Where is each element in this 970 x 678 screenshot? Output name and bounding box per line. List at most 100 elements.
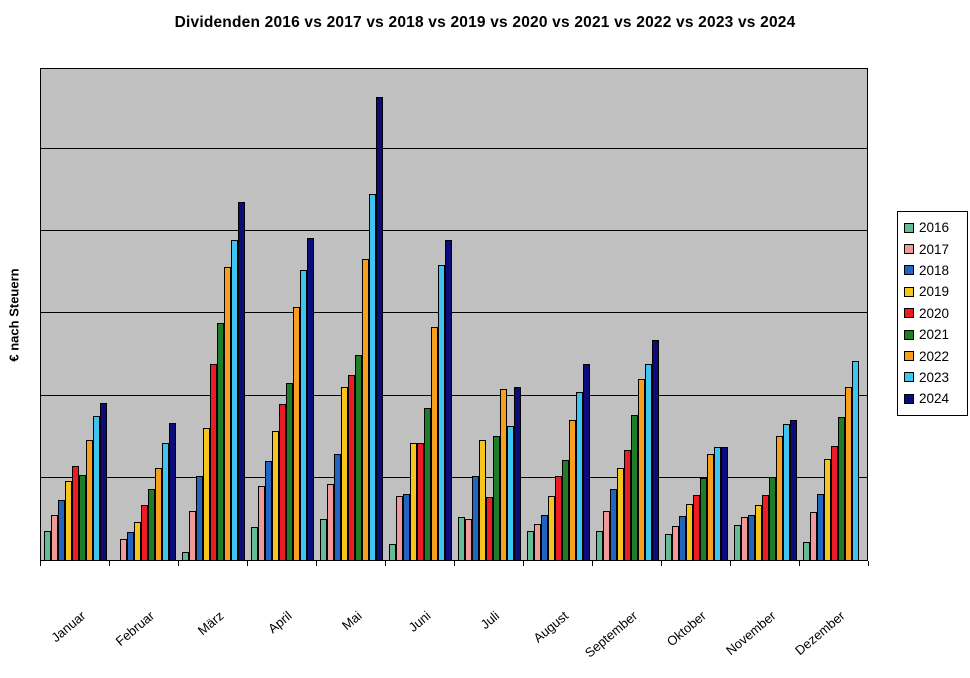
bar-2019-oktober <box>686 504 693 560</box>
bar-2019-januar <box>65 481 72 560</box>
bar-2021-märz <box>217 323 224 560</box>
bar-2024-januar <box>100 403 107 560</box>
bar-2017-september <box>603 511 610 560</box>
legend-label-2019: 2019 <box>919 284 950 300</box>
bar-2019-august <box>548 496 555 560</box>
bar-2022-märz <box>224 267 231 560</box>
x-axis-label-november: November <box>722 608 779 659</box>
legend-item-2023: 2023 <box>904 367 967 388</box>
x-axis-label-april: April <box>265 608 296 637</box>
legend-item-2022: 2022 <box>904 345 967 366</box>
legend-label-2017: 2017 <box>919 241 950 257</box>
bar-2017-juni <box>396 496 403 560</box>
bar-2024-juni <box>445 240 452 560</box>
bar-2023-september <box>645 364 652 560</box>
bar-2016-juli <box>458 517 465 560</box>
plot-area <box>40 68 868 561</box>
bar-2017-november <box>741 517 748 560</box>
bar-2016-januar <box>44 531 51 560</box>
bar-2024-august <box>583 364 590 560</box>
gridline <box>41 148 867 149</box>
x-axis-tick <box>592 561 593 566</box>
bar-2018-januar <box>58 500 65 560</box>
bar-2024-märz <box>238 202 245 560</box>
bar-2016-november <box>734 525 741 560</box>
bar-2017-oktober <box>672 526 679 560</box>
bar-2020-september <box>624 450 631 560</box>
x-axis-tick <box>109 561 110 566</box>
bar-2021-august <box>562 460 569 560</box>
gridline <box>41 230 867 231</box>
bar-2023-april <box>300 270 307 560</box>
x-axis-tick <box>178 561 179 566</box>
bar-2022-januar <box>86 440 93 560</box>
x-axis-label-oktober: Oktober <box>664 608 710 650</box>
legend-swatch-2016 <box>904 222 914 233</box>
bar-2020-oktober <box>693 495 700 560</box>
bar-2018-august <box>541 515 548 560</box>
bar-2020-juni <box>417 443 424 560</box>
legend-label-2022: 2022 <box>919 348 950 364</box>
x-axis-label-märz: März <box>194 608 227 639</box>
chart-title: Dividenden 2016 vs 2017 vs 2018 vs 2019 … <box>174 14 796 31</box>
bar-2021-dezember <box>838 417 845 560</box>
legend: 2016 2017 2018 2019 2020 2021 2022 2023 2024 <box>897 211 968 416</box>
bar-2017-mai <box>327 484 334 560</box>
bar-2020-mai <box>348 375 355 560</box>
bar-2018-märz <box>196 476 203 560</box>
bar-2024-februar <box>169 423 176 560</box>
bar-2023-november <box>783 424 790 560</box>
bar-2017-juli <box>465 519 472 560</box>
bar-2017-dezember <box>810 512 817 560</box>
bar-2018-juni <box>403 494 410 560</box>
bar-2020-februar <box>141 505 148 560</box>
bar-2021-juli <box>493 436 500 560</box>
x-axis-tick <box>247 561 248 566</box>
gridline <box>41 312 867 313</box>
legend-swatch-2020 <box>904 308 914 319</box>
x-axis-label-dezember: Dezember <box>791 608 848 659</box>
bar-2021-november <box>769 477 776 560</box>
bar-2016-oktober <box>665 534 672 560</box>
bar-2023-oktober <box>714 447 721 560</box>
x-axis-tick <box>40 561 41 566</box>
legend-item-2020: 2020 <box>904 303 967 324</box>
bar-2021-september <box>631 415 638 560</box>
bar-2016-dezember <box>803 542 810 560</box>
bar-2022-april <box>293 307 300 560</box>
bar-2023-januar <box>93 416 100 560</box>
bar-2022-september <box>638 379 645 560</box>
bar-2020-dezember <box>831 446 838 560</box>
legend-label-2021: 2021 <box>919 327 950 343</box>
bar-2019-april <box>272 431 279 560</box>
x-axis-tick <box>730 561 731 566</box>
bar-2019-september <box>617 468 624 560</box>
legend-swatch-2022 <box>904 351 914 362</box>
bar-2021-april <box>286 383 293 560</box>
bar-2016-juni <box>389 544 396 560</box>
x-axis-label-mai: Mai <box>338 608 365 633</box>
x-axis-tick <box>661 561 662 566</box>
legend-item-2018: 2018 <box>904 260 967 281</box>
bar-2017-märz <box>189 511 196 560</box>
bar-2024-oktober <box>721 447 728 560</box>
x-axis-tick <box>799 561 800 566</box>
legend-label-2023: 2023 <box>919 369 950 385</box>
bar-2023-märz <box>231 240 238 560</box>
bar-2019-märz <box>203 428 210 560</box>
bar-2019-juli <box>479 440 486 560</box>
bar-2021-januar <box>79 475 86 560</box>
bar-2022-november <box>776 436 783 560</box>
legend-item-2024: 2024 <box>904 388 967 409</box>
bar-2023-mai <box>369 194 376 560</box>
x-axis-tick <box>385 561 386 566</box>
bar-2020-april <box>279 404 286 560</box>
legend-swatch-2023 <box>904 372 914 383</box>
bar-2018-oktober <box>679 516 686 560</box>
bar-2021-oktober <box>700 478 707 560</box>
bar-2022-juni <box>431 327 438 560</box>
bar-2022-februar <box>155 468 162 560</box>
bar-2017-april <box>258 486 265 560</box>
gridline <box>41 477 867 478</box>
